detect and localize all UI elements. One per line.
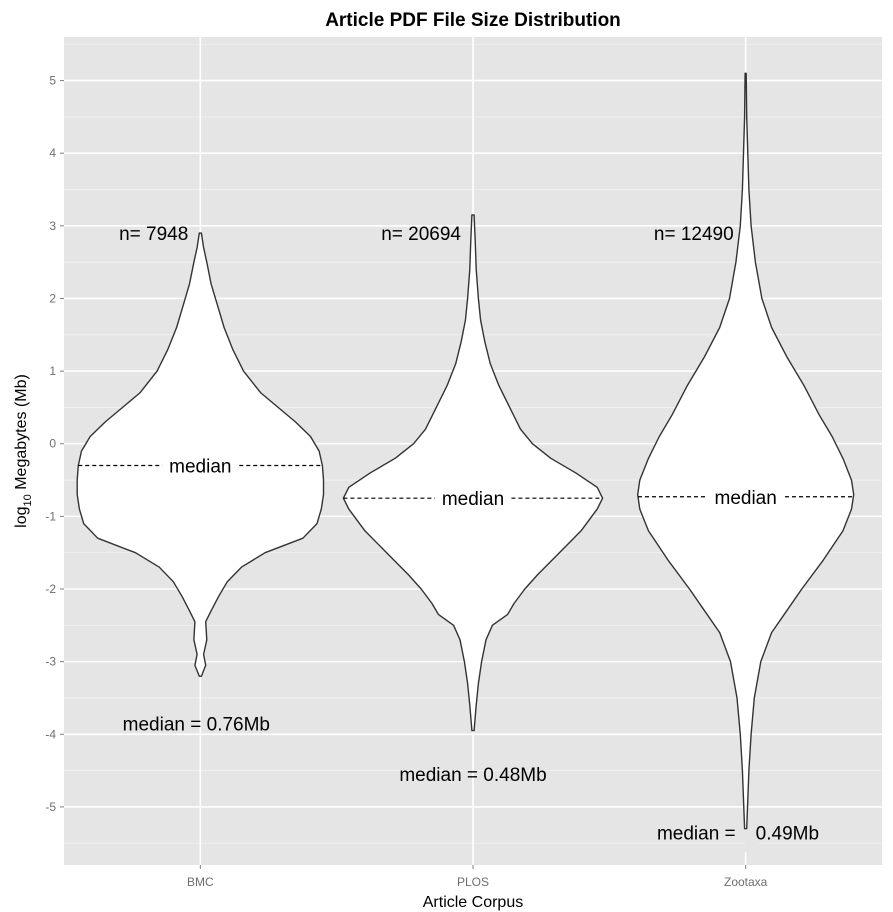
y-tick-label: 0 [49, 437, 56, 451]
y-axis-title-sub: 10 [22, 494, 34, 506]
median-value-zootaxa-left: median = [657, 823, 736, 844]
axes: -5 -4 -3 -2 -1 0 1 2 3 4 5 BMC PLOS Zootaxa [45, 74, 767, 889]
y-tick-label: 1 [49, 364, 56, 378]
median-value-plos: median = 0.48Mb [399, 765, 546, 786]
x-tick-label-plos: PLOS [457, 875, 489, 889]
median-value-zootaxa-gap [744, 830, 759, 853]
violin-zootaxa [637, 72, 855, 830]
y-tick-label: 3 [49, 219, 56, 233]
y-tick-label: -2 [45, 582, 56, 596]
x-tick-label-zootaxa: Zootaxa [724, 875, 768, 889]
chart-title: Article PDF File Size Distribution [325, 10, 621, 31]
y-axis-title-rest: Megabytes (Mb) [13, 374, 30, 494]
y-tick-label: 2 [49, 291, 56, 305]
median-word-bmc: median [169, 457, 231, 478]
y-axis-title-log: log [13, 506, 30, 527]
y-tick-label: -3 [45, 655, 56, 669]
median-value-zootaxa-right: 0.49Mb [756, 823, 819, 844]
median-value-bmc: median = 0.76Mb [123, 714, 270, 735]
annotations: median n= 7948 median n= 20694 median n= 1249… [119, 224, 819, 853]
y-tick-label: 4 [49, 146, 56, 160]
median-word-bg [162, 453, 239, 476]
n-label-bmc: n= 7948 [119, 224, 188, 245]
y-tick-label: -1 [45, 509, 56, 523]
y-tick-label: 5 [49, 74, 56, 88]
n-label-zootaxa: n= 12490 [654, 224, 734, 245]
y-tick-label: -4 [45, 727, 56, 741]
median-word-bg [435, 486, 511, 509]
y-tick-label: -5 [45, 800, 56, 814]
violin-plos [342, 214, 604, 732]
n-label-plos: n= 20694 [381, 224, 461, 245]
x-tick-label-bmc: BMC [187, 875, 214, 889]
median-word-plos: median [442, 489, 504, 510]
median-word-bg [707, 484, 784, 507]
y-axis-title: log10 Megabytes (Mb) [13, 374, 34, 528]
x-axis-title: Article Corpus [423, 894, 523, 911]
median-word-zootaxa: median [715, 488, 777, 509]
